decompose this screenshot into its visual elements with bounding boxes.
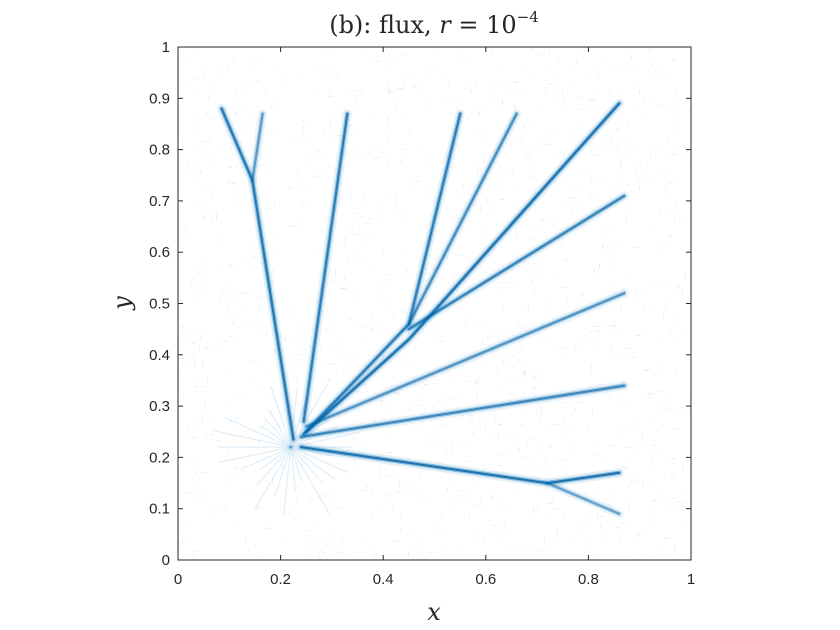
source-spoke xyxy=(290,378,331,448)
chart-title: (b): flux, r = 10−4 xyxy=(329,8,539,39)
y-tick-label: 0.7 xyxy=(149,193,170,210)
source-spoke xyxy=(274,446,292,496)
channel-core xyxy=(300,384,626,438)
source-spoke xyxy=(253,446,292,511)
x-tick-label: 0.8 xyxy=(578,571,599,588)
x-tick-label: 0.2 xyxy=(270,571,291,588)
source-spoke xyxy=(290,446,336,480)
background-flux-noise xyxy=(178,47,691,560)
y-axis-label: y xyxy=(108,296,136,311)
source-spoke xyxy=(290,425,339,448)
source-spoke xyxy=(290,431,361,448)
source-spoke xyxy=(224,417,292,448)
x-tick-label: 1 xyxy=(687,571,695,588)
source-spoke xyxy=(217,446,291,464)
channel-core xyxy=(546,482,621,515)
source-spoke xyxy=(256,446,292,486)
channel-core xyxy=(300,446,621,485)
source-spoke xyxy=(290,419,329,448)
source-spoke xyxy=(290,446,333,457)
channel-core xyxy=(302,112,349,423)
source-spoke xyxy=(290,446,303,482)
source-spoke xyxy=(290,446,330,514)
y-tick-label: 0.6 xyxy=(149,244,170,261)
source-spoke xyxy=(264,417,292,448)
y-tick-label: 0.4 xyxy=(149,347,170,364)
y-tick-label: 0.2 xyxy=(149,449,170,466)
source-spoke xyxy=(261,425,292,448)
channel-body xyxy=(298,444,622,486)
svg-text:(b): flux, r = 10−4: (b): flux, r = 10−4 xyxy=(329,8,539,39)
x-axis-label: x xyxy=(427,598,441,626)
y-tick-label: 0 xyxy=(162,552,170,569)
x-tick-label: 0.6 xyxy=(475,571,496,588)
source-spoke xyxy=(286,409,292,448)
channel-halo xyxy=(542,478,624,519)
y-tick-label: 1 xyxy=(162,39,170,56)
source-spoke xyxy=(290,446,320,480)
channel-body xyxy=(250,111,265,183)
source-spoke xyxy=(213,430,291,448)
source-spoke xyxy=(259,446,292,471)
x-tick-label: 0 xyxy=(174,571,182,588)
channel-core xyxy=(407,194,626,331)
y-tick-label: 0.3 xyxy=(149,398,170,415)
y-tick-label: 0.9 xyxy=(149,90,170,107)
chart-title-variable: r xyxy=(439,11,452,39)
y-tick-label: 0.5 xyxy=(149,296,170,313)
chart-title-equals: = 10 xyxy=(451,11,517,39)
plot-frame xyxy=(177,46,692,561)
source-spoke xyxy=(290,446,347,473)
x-tick-label: 0.4 xyxy=(373,571,394,588)
chart-title-prefix: (b): flux, xyxy=(329,11,439,39)
y-axis: 0 0.1 0.2 0.3 0.4 0.5 0.6 0.7 0.8 0.9 1 xyxy=(149,39,691,569)
source-spoke xyxy=(242,446,292,469)
channel-body xyxy=(545,480,622,517)
channel-core xyxy=(220,107,295,441)
source-spoke xyxy=(282,447,292,517)
chart-title-exponent: −4 xyxy=(517,8,539,26)
channel-core xyxy=(305,102,621,433)
y-tick-label: 0.8 xyxy=(149,142,170,159)
channel-core xyxy=(407,112,518,325)
x-axis: 0 0.2 0.4 0.6 0.8 1 xyxy=(174,47,695,588)
flux-channels xyxy=(217,98,629,519)
channel-core xyxy=(305,292,626,428)
source-spoke xyxy=(290,389,298,448)
channel-core xyxy=(251,112,264,182)
channel-halo xyxy=(247,109,268,185)
source-spoke xyxy=(290,447,297,491)
source-spoke xyxy=(268,409,292,448)
source-spoke xyxy=(270,385,292,448)
y-tick-label: 0.1 xyxy=(149,501,170,518)
